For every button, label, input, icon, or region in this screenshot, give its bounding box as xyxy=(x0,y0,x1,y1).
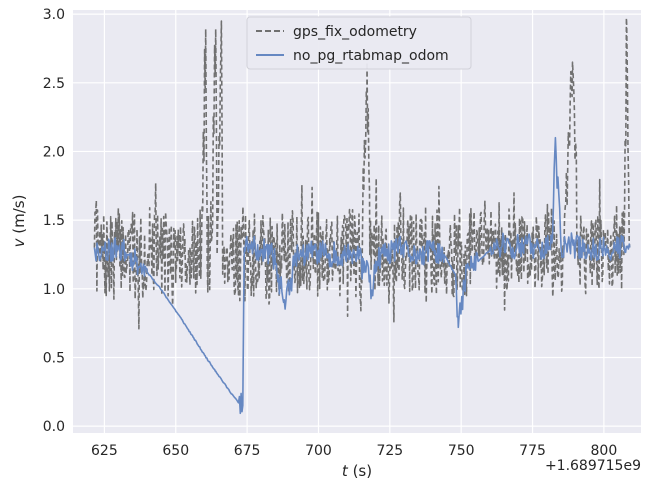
y-tick-label: 3.0 xyxy=(43,7,65,23)
y-tick-label: 2.5 xyxy=(43,76,65,92)
x-tick-label: 750 xyxy=(448,443,475,459)
x-axis-label: t (s) xyxy=(342,462,372,480)
x-tick-label: 650 xyxy=(162,443,189,459)
x-tick-label: 800 xyxy=(591,443,618,459)
legend: gps_fix_odometry no_pg_rtabmap_odom xyxy=(246,16,472,70)
y-tick-label: 1.5 xyxy=(43,213,65,229)
series-line-gps-fix-odometry xyxy=(93,17,631,330)
series-line-no-pg-rtabmap-odom xyxy=(93,136,631,415)
legend-label-gps-fix-odometry: gps_fix_odometry xyxy=(293,24,417,40)
x-ticks: 625 650 675 700 725 750 775 800 xyxy=(91,443,617,459)
x-tick-label: 625 xyxy=(91,443,118,459)
grid xyxy=(73,10,641,433)
y-tick-label: 0.5 xyxy=(43,350,65,366)
x-tick-label: 700 xyxy=(305,443,332,459)
x-offset-label: +1.689715e9 xyxy=(545,458,641,474)
legend-box xyxy=(246,16,472,70)
x-tick-label: 775 xyxy=(519,443,546,459)
x-tick-label: 675 xyxy=(234,443,261,459)
y-tick-label: 2.0 xyxy=(43,144,65,160)
y-tick-label: 0.0 xyxy=(43,419,65,435)
series-layer xyxy=(93,17,631,415)
y-ticks: 0.0 0.5 1.0 1.5 2.0 2.5 3.0 xyxy=(43,7,65,435)
x-tick-label: 725 xyxy=(376,443,403,459)
legend-label-no-pg-rtabmap-odom: no_pg_rtabmap_odom xyxy=(293,48,449,64)
y-tick-label: 1.0 xyxy=(43,282,65,298)
y-axis-label: v (m/s) xyxy=(10,195,28,248)
